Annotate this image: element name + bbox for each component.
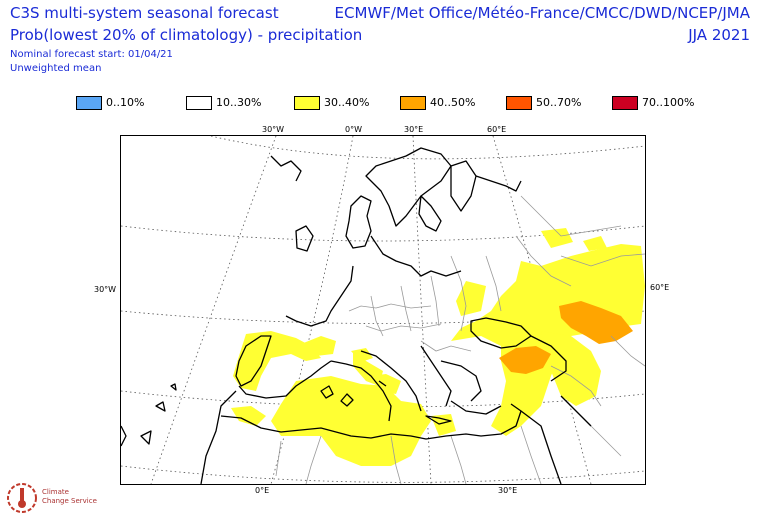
lon-label-top: 30°W: [262, 125, 285, 134]
lon-label-top: 60°E: [487, 125, 507, 134]
legend-label: 50..70%: [536, 96, 582, 109]
legend-label: 0..10%: [106, 96, 145, 109]
prob-40-50-regions: [499, 301, 633, 374]
legend-label: 30..40%: [324, 96, 370, 109]
climate-logo-icon: [7, 483, 37, 513]
lon-label-bottom: 30°E: [498, 486, 518, 495]
legend-swatch: [76, 96, 102, 110]
forecast-systems: ECMWF/Met Office/Météo-France/CMCC/DWD/N…: [334, 4, 750, 22]
lon-label-top: 30°E: [404, 125, 424, 134]
map-subtitle: Prob(lowest 20% of climatology) - precip…: [10, 26, 363, 44]
lon-label-top: 0°W: [345, 125, 362, 134]
forecast-season: JJA 2021: [688, 26, 750, 44]
logo-line: Climate: [42, 488, 69, 496]
legend-swatch: [186, 96, 212, 110]
legend-label: 40..50%: [430, 96, 476, 109]
weighting-note: Unweighted mean: [10, 63, 102, 74]
map-title: C3S multi-system seasonal forecast: [10, 4, 279, 22]
logo-line: Change Service: [42, 497, 97, 505]
copernicus-logo: Climate Change Service: [4, 478, 114, 518]
coastlines: [121, 147, 592, 484]
lon-label-left: 30°W: [94, 285, 117, 294]
forecast-map: [120, 135, 646, 485]
legend-label: 10..30%: [216, 96, 262, 109]
legend-label: 70..100%: [642, 96, 695, 109]
lon-label-right: 60°E: [650, 283, 670, 292]
forecast-start: Nominal forecast start: 01/04/21: [10, 49, 173, 60]
lon-label-bottom: 0°E: [255, 486, 270, 495]
logo-text: Climate Change Service: [42, 488, 97, 506]
legend-swatch: [400, 96, 426, 110]
legend-swatch: [612, 96, 638, 110]
legend-swatch: [294, 96, 320, 110]
legend-swatch: [506, 96, 532, 110]
